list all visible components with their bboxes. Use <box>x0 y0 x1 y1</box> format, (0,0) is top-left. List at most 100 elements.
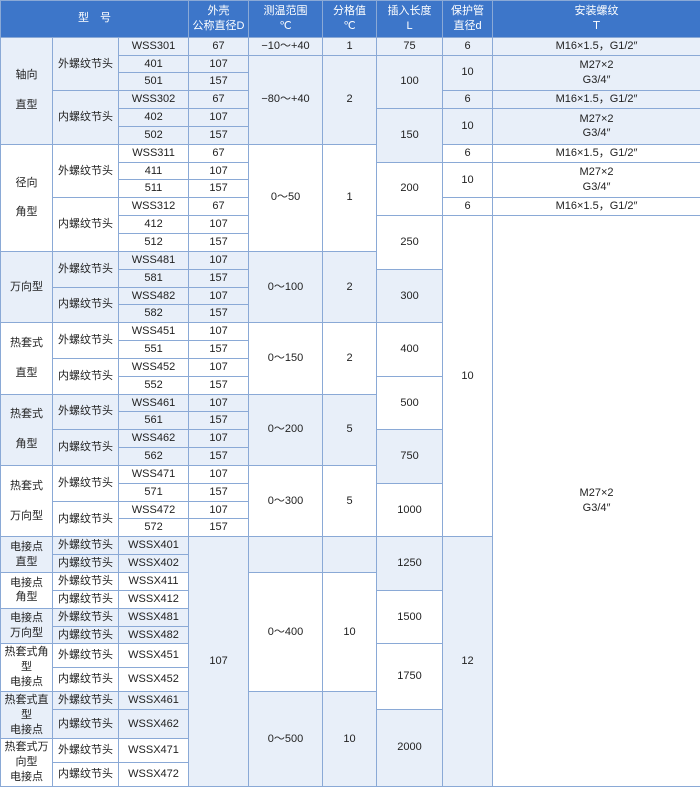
thread: M27×2G3/4″ <box>493 109 700 145</box>
range: −80～+40 <box>249 55 323 144</box>
tube: 6 <box>443 198 493 216</box>
model: WSS472 <box>119 501 189 519</box>
division: 1 <box>323 37 377 55</box>
model: 572 <box>119 519 189 537</box>
table-row: 轴向直型外螺纹节头WSS30167−10～+401756M16×1.5，G1/2… <box>1 37 700 55</box>
tube: 6 <box>443 37 493 55</box>
thread: M16×1.5，G1/2″ <box>493 91 700 109</box>
insert: 1000 <box>377 483 443 537</box>
division: 2 <box>323 251 377 322</box>
hdr-tube: 保护管直径d <box>443 1 493 38</box>
model: 502 <box>119 126 189 144</box>
model: WSSX412 <box>119 590 189 608</box>
sub-head: 外螺纹节头 <box>53 144 119 198</box>
model: WSS482 <box>119 287 189 305</box>
sub-head: 外螺纹节头 <box>53 739 119 763</box>
model: WSS481 <box>119 251 189 269</box>
sub-head: 内螺纹节头 <box>53 763 119 787</box>
diameter: 157 <box>189 305 249 323</box>
sub-head: 内螺纹节头 <box>53 626 119 644</box>
group-name: 电接点直型 <box>1 537 53 573</box>
diameter: 107 <box>189 287 249 305</box>
model: 511 <box>119 180 189 198</box>
diameter: 157 <box>189 448 249 466</box>
model: 401 <box>119 55 189 73</box>
range: 0～500 <box>249 691 323 786</box>
tube: 6 <box>443 144 493 162</box>
model: WSS462 <box>119 430 189 448</box>
table-body: 轴向直型外螺纹节头WSS30167−10～+401756M16×1.5，G1/2… <box>1 37 700 786</box>
division: 5 <box>323 394 377 465</box>
sub-head: 外螺纹节头 <box>53 608 119 626</box>
insert: 250 <box>377 216 443 270</box>
tube: 10 <box>443 216 493 537</box>
model: 402 <box>119 109 189 127</box>
sub-head: 内螺纹节头 <box>53 709 119 739</box>
insert: 2000 <box>377 709 443 786</box>
sub-head: 内螺纹节头 <box>53 430 119 466</box>
model: 582 <box>119 305 189 323</box>
group-name: 热套式角型电接点 <box>1 644 53 692</box>
sub-head: 内螺纹节头 <box>53 91 119 145</box>
diameter: 67 <box>189 37 249 55</box>
group-name: 热套式直型 <box>1 323 53 394</box>
table-row: 径向角型外螺纹节头WSS311670～5016M16×1.5，G1/2″ <box>1 144 700 162</box>
diameter: 157 <box>189 341 249 359</box>
group-name: 热套式直型电接点 <box>1 691 53 739</box>
sub-head: 外螺纹节头 <box>53 537 119 555</box>
model: 561 <box>119 412 189 430</box>
model: WSSX481 <box>119 608 189 626</box>
model: 571 <box>119 483 189 501</box>
diameter: 157 <box>189 483 249 501</box>
insert: 400 <box>377 323 443 377</box>
group-name: 热套式万向型电接点 <box>1 739 53 787</box>
range: 0～300 <box>249 465 323 536</box>
insert: 1250 <box>377 537 443 591</box>
diameter: 157 <box>189 519 249 537</box>
thread: M16×1.5，G1/2″ <box>493 198 700 216</box>
insert: 150 <box>377 109 443 163</box>
insert: 500 <box>377 376 443 430</box>
sub-head: 外螺纹节头 <box>53 251 119 287</box>
sub-head: 外螺纹节头 <box>53 394 119 430</box>
sub-head: 外螺纹节头 <box>53 37 119 91</box>
hdr-range: 测温范围℃ <box>249 1 323 38</box>
insert: 300 <box>377 269 443 323</box>
insert: 75 <box>377 37 443 55</box>
sub-head: 内螺纹节头 <box>53 668 119 692</box>
model: 581 <box>119 269 189 287</box>
model: WSS471 <box>119 465 189 483</box>
diameter: 107 <box>189 465 249 483</box>
thread: M16×1.5，G1/2″ <box>493 37 700 55</box>
range: 0～100 <box>249 251 323 322</box>
insert: 100 <box>377 55 443 109</box>
division: 1 <box>323 144 377 251</box>
diameter: 157 <box>189 376 249 394</box>
model: WSS452 <box>119 358 189 376</box>
diameter: 107 <box>189 430 249 448</box>
hdr-model: 型 号 <box>1 1 189 38</box>
insert: 1500 <box>377 590 443 644</box>
diameter: 107 <box>189 323 249 341</box>
thread: M27×2G3/4″ <box>493 216 700 787</box>
sub-head: 内螺纹节头 <box>53 358 119 394</box>
model: 501 <box>119 73 189 91</box>
model: WSSX461 <box>119 691 189 709</box>
tube: 10 <box>443 55 493 91</box>
range: 0～400 <box>249 573 323 692</box>
model: 512 <box>119 233 189 251</box>
sub-head: 内螺纹节头 <box>53 501 119 537</box>
diameter: 107 <box>189 162 249 180</box>
model: WSS312 <box>119 198 189 216</box>
model: WSSX482 <box>119 626 189 644</box>
model: WSSX451 <box>119 644 189 668</box>
diameter: 157 <box>189 412 249 430</box>
model: 562 <box>119 448 189 466</box>
division: 2 <box>323 55 377 144</box>
tube: 10 <box>443 109 493 145</box>
range: 0～150 <box>249 323 323 394</box>
group-name: 万向型 <box>1 251 53 322</box>
diameter: 107 <box>189 55 249 73</box>
insert: 200 <box>377 162 443 216</box>
model: WSS461 <box>119 394 189 412</box>
